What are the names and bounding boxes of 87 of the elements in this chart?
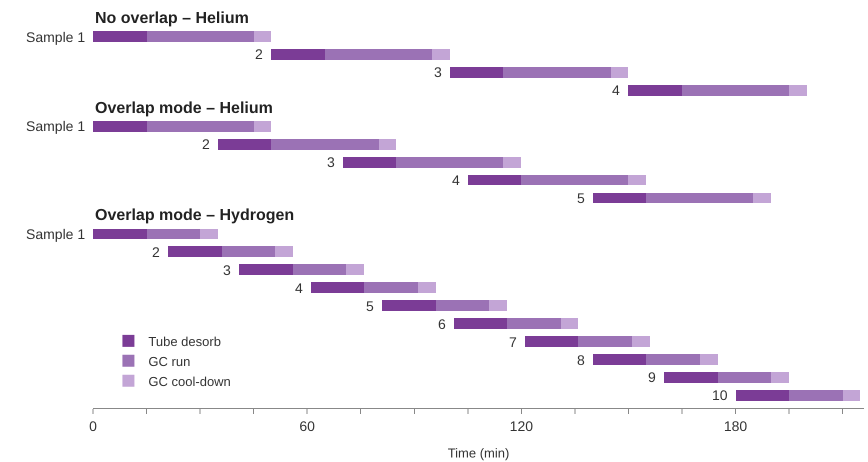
bar (646, 193, 753, 203)
bar (628, 175, 646, 185)
x-tick-label: 0 (89, 418, 98, 434)
bar (454, 318, 507, 329)
y-tick-label: 2 (152, 244, 160, 260)
bar (771, 372, 789, 383)
bar (382, 300, 436, 311)
bar (843, 390, 860, 401)
bar (789, 390, 843, 401)
y-tick-label: 3 (434, 64, 442, 80)
y-tick-label: 4 (295, 280, 303, 296)
bar (525, 336, 578, 347)
legend-label: Tube desorb (148, 334, 221, 349)
bar (364, 282, 418, 293)
y-tick-label: 2 (255, 46, 263, 62)
bar (521, 175, 628, 185)
bar (254, 31, 271, 42)
bar (632, 336, 650, 347)
bar (436, 300, 489, 311)
bar (507, 318, 561, 329)
bar (718, 372, 771, 383)
bar (396, 157, 503, 168)
legend-label: GC run (148, 354, 190, 369)
y-tick-label: 4 (612, 82, 620, 98)
bar (736, 390, 789, 401)
x-tick-label: 120 (510, 418, 534, 434)
bar (93, 31, 147, 42)
bar (418, 282, 436, 293)
bar (593, 354, 646, 365)
bar (147, 31, 254, 42)
bar (147, 229, 200, 239)
y-tick-label: 5 (577, 190, 585, 206)
y-tick-label: 3 (223, 262, 231, 278)
bar (271, 49, 325, 60)
y-tick-label: 2 (202, 136, 210, 152)
bar (222, 246, 275, 257)
bar (432, 49, 450, 60)
bar (578, 336, 632, 347)
y-tick-label: 4 (452, 172, 460, 188)
y-tick-label: No overlap – Helium (95, 10, 249, 27)
bar (646, 354, 700, 365)
bar (293, 264, 346, 275)
y-tick-label: 9 (648, 369, 656, 385)
bar (168, 246, 222, 257)
y-tick-label: 10 (712, 387, 728, 403)
bar (789, 85, 807, 96)
bar (503, 67, 611, 78)
y-tick-label: 3 (327, 154, 335, 170)
bar (239, 264, 293, 275)
bar (450, 67, 503, 78)
bar (311, 282, 364, 293)
y-tick-label: Overlap mode – Hydrogen (95, 207, 294, 224)
bar (275, 246, 293, 257)
bar (593, 193, 646, 203)
legend-label: GC cool-down (148, 374, 231, 389)
bar (93, 229, 147, 239)
bar (271, 139, 379, 150)
bar (561, 318, 578, 329)
bar (379, 139, 396, 150)
x-tick-label: 60 (299, 418, 316, 434)
bar (753, 193, 771, 203)
bar (325, 49, 432, 60)
x-tick-label: 180 (724, 418, 748, 434)
bar (93, 121, 147, 132)
bar (664, 372, 718, 383)
bar (343, 157, 396, 168)
bar (200, 229, 218, 239)
bar (218, 139, 271, 150)
y-tick-label: Sample 1 (26, 29, 86, 45)
bar (489, 300, 507, 311)
bar (346, 264, 364, 275)
y-tick-label: 8 (577, 352, 585, 368)
bar (147, 121, 254, 132)
bar (682, 85, 789, 96)
bar (254, 121, 271, 132)
y-tick-label: Sample 1 (26, 118, 86, 134)
y-tick-label: 5 (366, 298, 374, 314)
bar (628, 85, 682, 96)
bar (468, 175, 521, 185)
bar (503, 157, 521, 168)
bar (611, 67, 628, 78)
y-tick-label: 6 (438, 316, 446, 332)
y-tick-label: 7 (509, 334, 517, 350)
x-axis-title: Time (min) (448, 445, 510, 460)
bar (700, 354, 718, 365)
y-tick-label: Sample 1 (26, 226, 86, 242)
y-tick-label: Overlap mode – Helium (95, 100, 273, 117)
